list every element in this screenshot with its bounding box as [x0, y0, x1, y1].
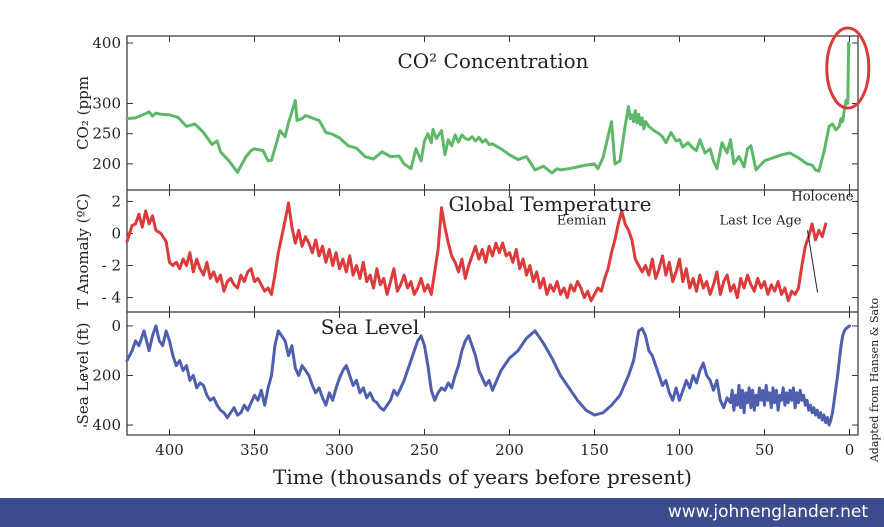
highlight-circle: [825, 26, 871, 110]
xtick-label: 50: [755, 441, 774, 459]
panel-3-ytick-label: 0: [111, 317, 121, 335]
xtick-label: 0: [845, 441, 855, 459]
footer-bar: www.johnenglander.net: [0, 498, 884, 527]
plot-frame: [126, 35, 859, 436]
panel-2-ytick-label: - 4: [102, 289, 121, 307]
panel-2-annotation: Eemian: [557, 214, 607, 229]
panel-3-series-line: [125, 324, 851, 427]
panel-3-title: Sea Level: [321, 315, 419, 339]
panel-1-ytick-label: 300: [92, 94, 121, 112]
x-axis-label: Time (thousands of years before present): [273, 465, 692, 489]
panel-3-ylabel: Sea Level (ft): [74, 323, 92, 425]
panel-1-ytick-label: 200: [92, 155, 121, 173]
footer-url[interactable]: www.johnenglander.net: [667, 502, 868, 522]
panel-2-annotation-arrow: [807, 230, 818, 293]
panel-1-title: CO² Concentration: [397, 49, 588, 73]
panel-2-ytick-label: - 2: [102, 257, 121, 275]
panel-2-title: Global Temperature: [449, 192, 652, 216]
panel-1-ytick-label: 400: [92, 34, 121, 52]
panel-3-ytick-label: - 400: [83, 416, 121, 434]
panel-2-series-line: [125, 201, 828, 303]
panel-2-ytick-label: 0: [111, 224, 121, 242]
xtick-label: 400: [155, 441, 184, 459]
xtick-label: 200: [495, 441, 524, 459]
xtick-label: 300: [325, 441, 354, 459]
panel-1-series-line: [125, 41, 851, 175]
xtick-label: 150: [580, 441, 609, 459]
panel-2-annotation: Last Ice Age: [719, 213, 801, 228]
panel-3-ytick-label: - 200: [83, 366, 121, 384]
panel-1-ytick-label: 250: [92, 125, 121, 143]
xtick-label: 250: [410, 441, 439, 459]
panel-2-annotation: Holocene: [791, 190, 853, 205]
panel-2-ytick-label: 2: [111, 192, 121, 210]
panel-1-ylabel: CO₂ (ppm: [74, 76, 92, 150]
xtick-label: 350: [240, 441, 269, 459]
xtick-label: 100: [665, 441, 694, 459]
credit-text: Adapted from Hansen & Sato: [868, 297, 881, 463]
panel-2-ylabel: T Anomaly (ºC): [74, 193, 92, 309]
